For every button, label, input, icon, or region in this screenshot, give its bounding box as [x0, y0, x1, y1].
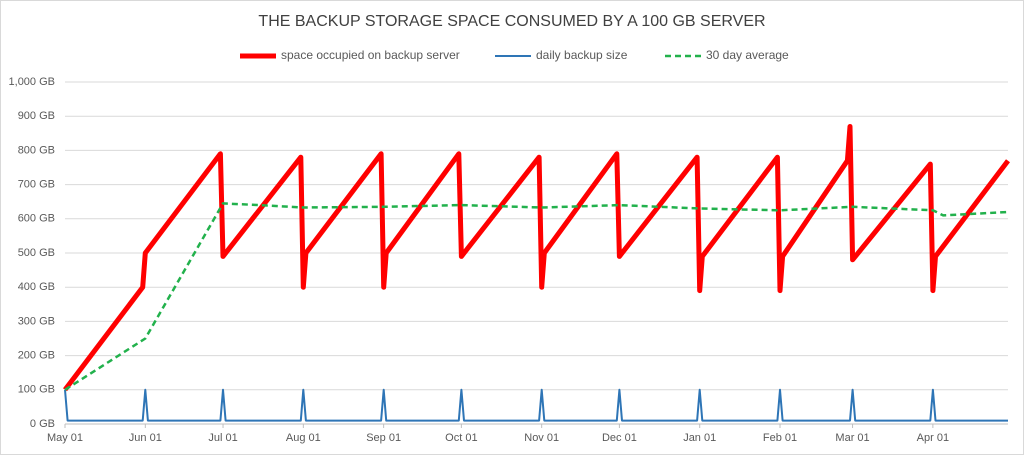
chart-title: THE BACKUP STORAGE SPACE CONSUMED BY A 1… [258, 13, 765, 30]
y-tick-label: 300 GB [18, 315, 55, 327]
series-line [63, 124, 1010, 392]
y-tick-label: 600 GB [18, 213, 55, 225]
y-tick-label: 100 GB [18, 384, 55, 396]
y-tick-label: 500 GB [18, 247, 55, 259]
x-tick-label: Apr 01 [917, 432, 949, 444]
y-tick-label: 0 GB [30, 418, 55, 430]
x-tick-label: Dec 01 [602, 432, 637, 444]
y-tick-label: 700 GB [18, 179, 55, 191]
x-tick-label: May 01 [47, 432, 83, 444]
series-line [64, 388, 1008, 422]
legend-label: space occupied on backup server [281, 48, 460, 62]
x-tick-label: Feb 01 [763, 432, 797, 444]
legend-label: 30 day average [706, 48, 789, 62]
y-tick-label: 900 GB [18, 110, 55, 122]
y-tick-label: 800 GB [18, 144, 55, 156]
legend-label: daily backup size [536, 48, 628, 62]
x-tick-label: Sep 01 [366, 432, 401, 444]
x-tick-label: Mar 01 [835, 432, 869, 444]
y-tick-label: 200 GB [18, 350, 55, 362]
series-line [64, 202, 1009, 391]
x-tick-label: Oct 01 [445, 432, 477, 444]
x-tick-label: Aug 01 [286, 432, 321, 444]
x-tick-label: Jun 01 [129, 432, 162, 444]
x-tick-label: Nov 01 [524, 432, 559, 444]
x-tick-label: Jan 01 [683, 432, 716, 444]
y-tick-label: 400 GB [18, 281, 55, 293]
x-tick-label: Jul 01 [208, 432, 237, 444]
y-tick-label: 1,000 GB [9, 76, 55, 88]
